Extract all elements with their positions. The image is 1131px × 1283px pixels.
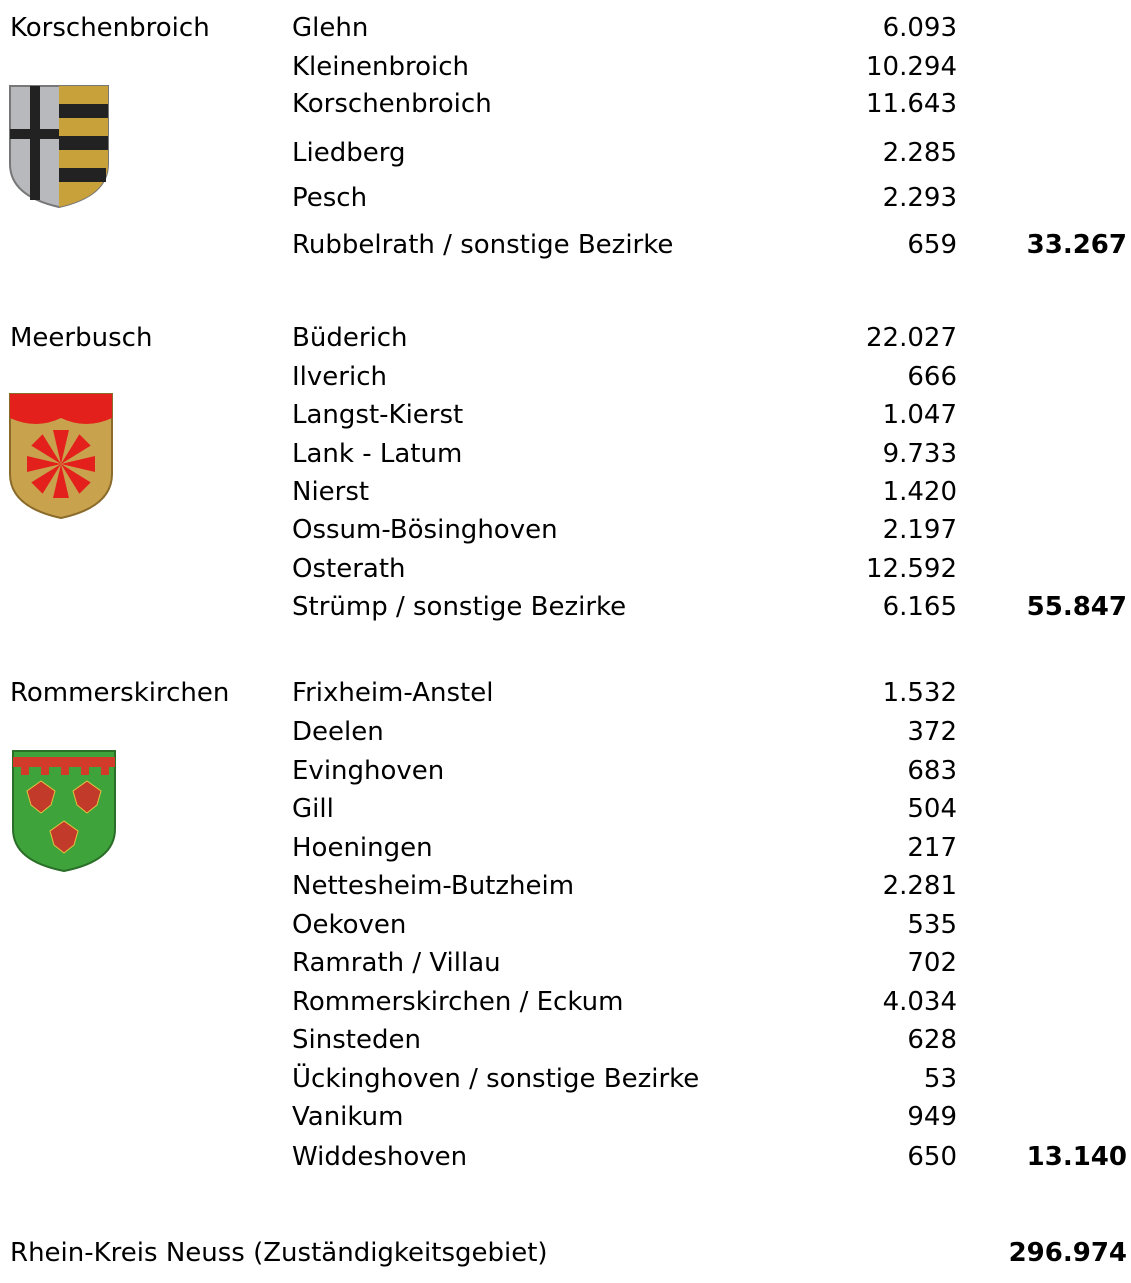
district-value: 2.281	[882, 871, 957, 901]
district-name: Ramrath / Villau	[292, 948, 501, 978]
district-value: 6.093	[882, 13, 957, 43]
district-name: Frixheim-Anstel	[292, 678, 494, 708]
footer-label: Rhein-Kreis Neuss (Zuständigkeitsgebiet)	[10, 1238, 548, 1268]
group-total: 33.267	[1026, 230, 1127, 260]
district-value: 22.027	[866, 323, 957, 353]
district-name: Hoeningen	[292, 833, 433, 863]
district-name: Rubbelrath / sonstige Bezirke	[292, 230, 674, 260]
district-value: 2.197	[882, 515, 957, 545]
district-name: Rommerskirchen / Eckum	[292, 987, 624, 1017]
group-total: 13.140	[1026, 1142, 1127, 1172]
coat-meerbusch	[9, 393, 113, 520]
district-name: Gill	[292, 794, 334, 824]
district-name: Sinsteden	[292, 1025, 421, 1055]
district-name: Widdeshoven	[292, 1142, 468, 1172]
district-value: 2.293	[882, 183, 957, 213]
district-value: 650	[907, 1142, 957, 1172]
district-name: Korschenbroich	[292, 89, 492, 119]
district-value: 628	[907, 1025, 957, 1055]
district-value: 217	[907, 833, 957, 863]
district-name: Deelen	[292, 717, 384, 747]
district-value: 1.420	[882, 477, 957, 507]
district-value: 2.285	[882, 138, 957, 168]
district-value: 1.047	[882, 400, 957, 430]
district-value: 535	[907, 910, 957, 940]
district-value: 949	[907, 1102, 957, 1132]
group-name: Meerbusch	[10, 323, 153, 353]
district-name: Osterath	[292, 554, 406, 584]
district-value: 659	[907, 230, 957, 260]
coat-korschenbroich	[9, 85, 109, 209]
district-name: Liedberg	[292, 138, 406, 168]
district-name: Nettesheim-Butzheim	[292, 871, 575, 901]
district-value: 4.034	[882, 987, 957, 1017]
district-value: 12.592	[866, 554, 957, 584]
district-value: 683	[907, 756, 957, 786]
district-value: 504	[907, 794, 957, 824]
district-value: 11.643	[866, 89, 957, 119]
district-value: 702	[907, 948, 957, 978]
district-name: Oekoven	[292, 910, 407, 940]
coat-rommerskirchen	[12, 750, 116, 873]
district-name: Evinghoven	[292, 756, 445, 786]
district-name: Vanikum	[292, 1102, 404, 1132]
district-name: Nierst	[292, 477, 370, 507]
district-name: Ossum-Bösinghoven	[292, 515, 558, 545]
district-name: Langst-Kierst	[292, 400, 464, 430]
group-total: 55.847	[1026, 592, 1127, 622]
district-value: 53	[923, 1064, 957, 1094]
district-name: Ückinghoven / sonstige Bezirke	[292, 1064, 700, 1094]
district-value: 1.532	[882, 678, 957, 708]
group-name: Rommerskirchen	[10, 678, 230, 708]
district-name: Strümp / sonstige Bezirke	[292, 592, 627, 622]
district-name: Ilverich	[292, 362, 387, 392]
district-value: 666	[907, 362, 957, 392]
district-name: Lank - Latum	[292, 439, 463, 469]
district-value: 10.294	[866, 52, 957, 82]
district-name: Kleinenbroich	[292, 52, 469, 82]
district-value: 9.733	[882, 439, 957, 469]
footer-total: 296.974	[1008, 1238, 1127, 1268]
group-name: Korschenbroich	[10, 13, 210, 43]
district-name: Pesch	[292, 183, 368, 213]
district-value: 6.165	[882, 592, 957, 622]
district-name: Glehn	[292, 13, 369, 43]
district-name: Büderich	[292, 323, 408, 353]
district-value: 372	[907, 717, 957, 747]
